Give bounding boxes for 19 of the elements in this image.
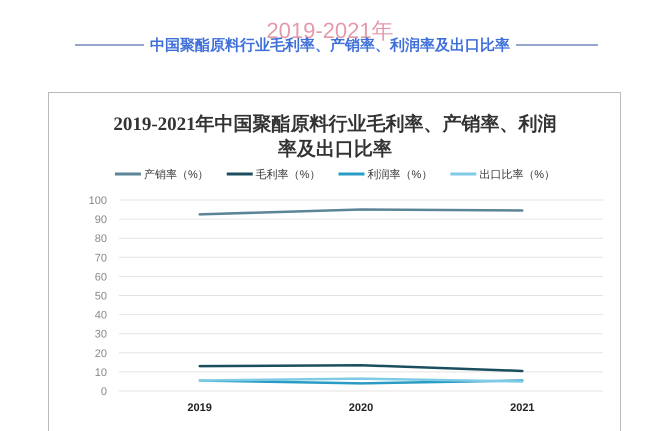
- chart-title: 2019-2021年中国聚酯原料行业毛利率、产销率、利润率及出口比率: [113, 113, 557, 160]
- y-tick-label: 30: [94, 328, 107, 341]
- y-tick-label: 100: [88, 195, 107, 207]
- y-tick-label: 0: [100, 386, 107, 398]
- y-tick-label: 10: [94, 366, 107, 379]
- x-tick-label: 2021: [510, 402, 535, 414]
- x-tick-label: 2019: [187, 402, 212, 414]
- y-tick-label: 90: [94, 214, 107, 226]
- legend-label: 毛利率（%）: [256, 168, 320, 181]
- y-tick-label: 50: [94, 290, 107, 302]
- y-tick-label: 70: [94, 252, 107, 264]
- legend-label: 出口比率（%）: [479, 168, 556, 181]
- legend-label: 产销率（%）: [144, 168, 209, 181]
- y-tick-label: 80: [94, 233, 107, 246]
- y-tick-label: 20: [94, 348, 107, 360]
- y-tick-label: 60: [94, 271, 107, 284]
- legend-label: 利润率（%）: [368, 168, 432, 181]
- x-tick-label: 2020: [348, 402, 374, 414]
- y-tick-label: 40: [94, 310, 107, 322]
